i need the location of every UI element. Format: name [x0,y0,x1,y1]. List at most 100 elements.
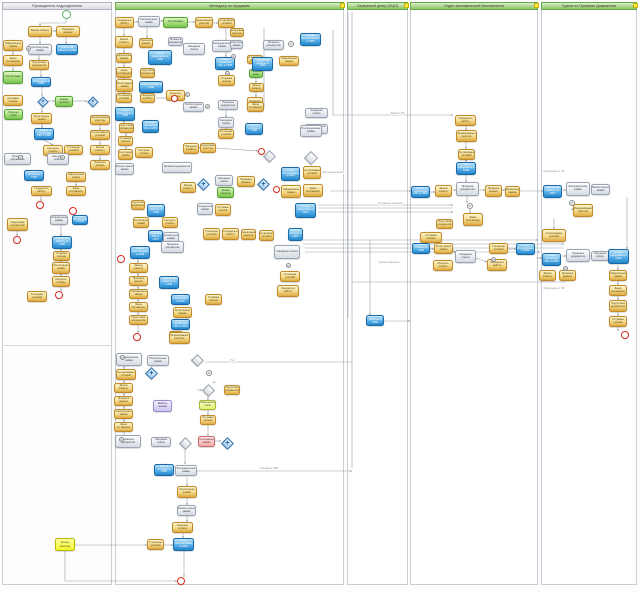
subprocess-gray[interactable]: Проверка документов [456,182,479,196]
subprocess-gray[interactable]: Распределение заявки [175,465,197,476]
subprocess-gray[interactable]: Ожидание ответа [218,117,234,128]
subprocess-gray[interactable]: Ожидание ответа [183,43,205,55]
end-event[interactable] [171,95,178,102]
task-yellow[interactable]: Передача в работу [115,17,134,28]
task-status-blue[interactable]: Статус «Проверка СБ» в CRM [171,319,190,330]
task-status-blue[interactable]: Статус «Отказ» в CRM [412,243,430,254]
task-yellow[interactable]: Оформление заказа [116,53,132,63]
task-yellow[interactable]: Формирование реестра [195,17,213,28]
end-event[interactable] [621,331,629,339]
subprocess-gray[interactable]: Проверка документов [161,241,184,253]
task-status-blue[interactable]: Статус «В работе» в CRM [543,185,562,198]
task-yellow[interactable]: Оформление заказа [114,409,133,419]
task-yellow[interactable]: Подготовка документов [224,385,240,395]
subprocess-gray[interactable]: Ожидание ответа [274,245,300,259]
task-yellow[interactable]: Передача в работу [222,228,239,240]
task-yellow[interactable]: Оформление заказа [609,270,627,281]
lane-header-2[interactable]: Сервисный центр (ОЦО) [347,2,408,10]
end-event[interactable] [133,333,141,341]
start-event[interactable] [62,10,71,19]
lane-header-0[interactable]: Руководитель подразделения [2,2,112,10]
lane-header-3[interactable]: Отдел экономической безопасности [410,2,538,10]
task-yellow[interactable]: Передача в работу [140,93,155,103]
task-status-blue[interactable]: Статус «Недозвон» в CRM [295,203,316,218]
task-yellow[interactable]: Уточнение условий [64,145,83,155]
task-yellow[interactable]: Заказ поставщику [114,422,133,432]
task-yellow[interactable]: Согласование условий [542,229,566,242]
task-status-blue[interactable]: Статус «Согласован» в CRM [173,538,194,551]
end-event[interactable] [55,291,63,299]
subprocess-gray[interactable]: Рассмотрение заявки [183,102,204,112]
task-yellow[interactable]: Контроль оплаты [135,147,153,158]
task-status-blue[interactable]: Статус «В работе» в CRM [52,236,72,249]
task-yellow[interactable]: Проверка данных [237,176,255,187]
task-yellow[interactable]: Отправка письма [118,136,133,146]
subprocess-gray[interactable]: Распределение заявки [197,203,213,215]
task-yellow[interactable]: Отправка письма [200,415,216,425]
lane-collapse-marker-icon[interactable] [340,3,345,8]
end-event[interactable] [258,148,265,155]
task-yellow[interactable]: Контроль оплаты [162,217,178,228]
subprocess-gray[interactable]: Проверка документов [263,40,284,50]
task-yellow[interactable]: Передача в работу [455,115,476,126]
task-green[interactable]: Согласовано [163,17,188,28]
lane-collapse-marker-icon[interactable] [633,3,638,8]
task-yellow[interactable]: Проверка данных [129,276,148,286]
task-yellow[interactable]: Проверка данных [485,185,502,197]
task-status-blue[interactable]: Статус «Согласован» в CRM [72,215,88,225]
task-yellow[interactable]: Звонок клиенту [129,263,148,273]
task-status-blue[interactable]: Статус «В работе» в CRM [252,57,273,71]
task-yellow[interactable]: Уточнение условий [27,291,47,302]
task-yellow[interactable]: Проверка данных [90,160,110,170]
task-yellow[interactable]: Оформление заказа [3,40,23,51]
task-yellow[interactable]: Подготовка документов [7,218,28,231]
task-yellow[interactable]: Звонок клиенту [90,145,110,155]
subprocess-gray[interactable]: Ожидание ответа [305,108,328,118]
end-event[interactable] [13,236,21,244]
task-status-blue[interactable]: Статус «Недозвон» в CRM [456,162,476,175]
task-yellow[interactable]: Регистрация заявки [118,149,133,160]
task-yellowgreen[interactable]: Завершение этапа [199,400,216,410]
task-status-blue[interactable]: Статус «В работе» в CRM [56,44,78,55]
task-yellow[interactable]: Уточнение условий [218,129,234,139]
task-yellow[interactable]: Формирование реестра [573,204,593,217]
task-yellow[interactable]: Формирование реестра [241,229,256,240]
task-green[interactable]: Заявка принята [217,187,234,198]
task-yellow[interactable]: Звонок клиенту [435,185,452,197]
subprocess-gray[interactable]: Распределение заявки [566,182,590,196]
task-yellow[interactable]: Подготовка документов [140,68,155,78]
task-yellow[interactable]: Звонок клиенту [180,182,196,193]
task-status-blue[interactable]: Статус «Отказ» в CRM [154,464,174,476]
task-yellow[interactable]: Согласование условий [303,166,321,179]
task-yellow[interactable]: Контроль оплаты [52,276,70,287]
task-yellow[interactable]: Согласование условий [90,130,110,140]
task-yellow[interactable]: Передача в работу [31,186,52,196]
task-yellow[interactable]: Звонок клиенту [115,36,133,48]
task-yellow[interactable]: Регистрация заявки [31,113,52,124]
task-yellow[interactable]: Передача в работу [183,143,199,154]
subprocess-gray[interactable]: Распределение заявки [212,40,232,52]
task-status-blue[interactable]: Статус «Согласован» в CRM [130,246,150,259]
task-yellow[interactable]: Контроль оплаты [433,260,453,271]
subprocess-gray[interactable]: Ожидание ответа [47,153,69,165]
task-yellow[interactable]: Отправка письма [218,75,235,86]
task-yellow[interactable]: Согласование условий [116,369,136,380]
task-yellow[interactable]: Формирование реестра [230,28,244,37]
task-yellow[interactable]: Подготовка документов [119,123,134,133]
end-event[interactable] [117,255,125,263]
task-yellow[interactable]: Регистрация заявки [434,243,453,254]
end-event[interactable] [69,207,77,215]
task-yellow[interactable]: Уточнение условий [203,228,220,240]
task-yellow[interactable]: Заказ поставщику [116,67,132,78]
subprocess-gray[interactable]: Ожидание ответа [151,437,171,447]
task-status-blue[interactable]: Статус «Проверка СБ» в CRM [34,128,54,140]
task-yellow[interactable]: Подготовка документов [129,315,148,325]
subprocess-gray[interactable]: Распределение заявки [50,215,68,225]
task-status-blue[interactable]: Статус «Отказ» в CRM [245,123,263,135]
task-yellow[interactable]: Заказ поставщику [303,184,323,197]
task-yellow[interactable]: Согласование условий [218,18,235,28]
task-yellow[interactable]: Оформление заказа [279,56,299,66]
task-yellow[interactable]: Регистрация заявки [116,79,133,92]
task-yellow[interactable]: Согласование условий [458,149,475,160]
task-yellow[interactable]: Заказ поставщику [463,213,483,226]
